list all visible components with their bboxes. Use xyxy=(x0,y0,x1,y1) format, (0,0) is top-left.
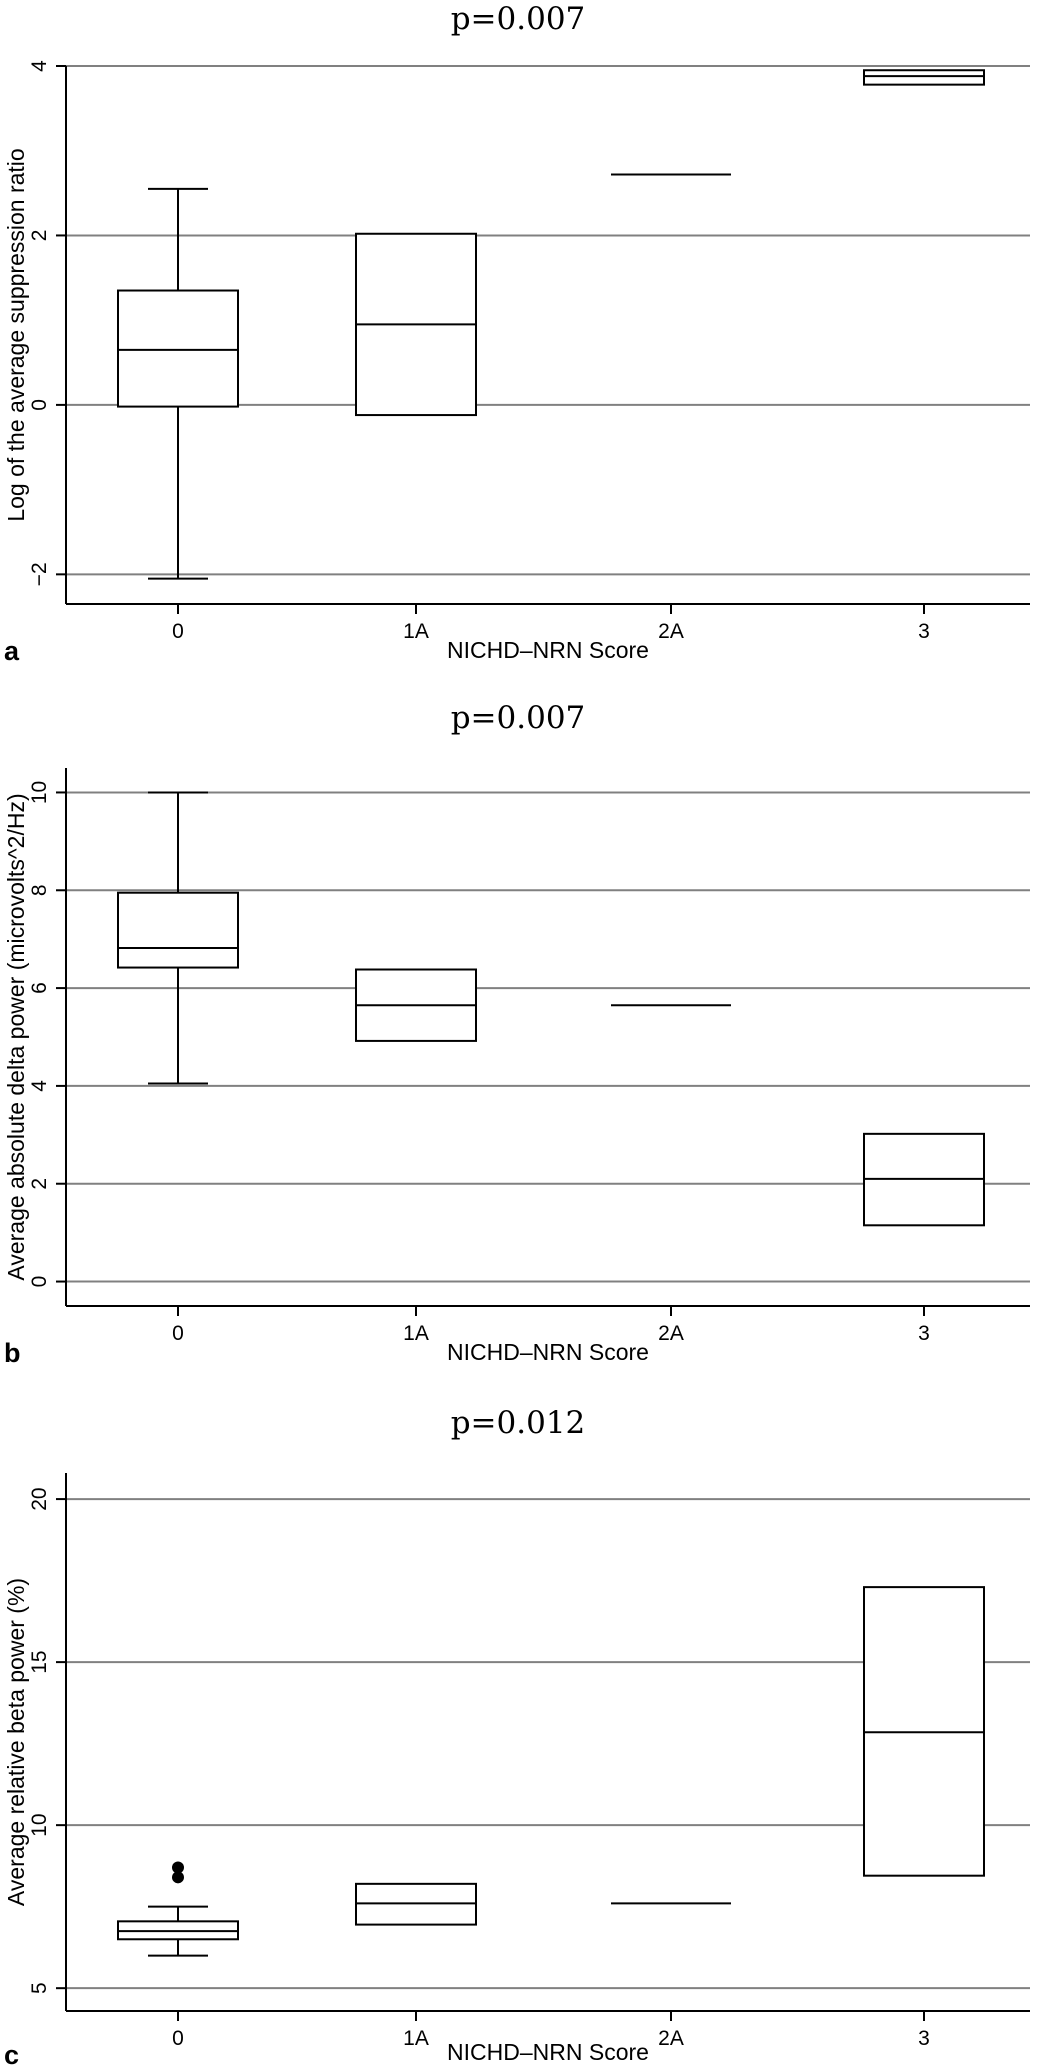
boxes-c xyxy=(117,1586,985,1957)
x-tick-label: 1A xyxy=(403,2027,429,2050)
x-axis-label-c: NICHD–NRN Score xyxy=(447,2039,649,2065)
y-tick-label: 8 xyxy=(28,884,51,896)
y-tick-label: 0 xyxy=(28,399,51,411)
y-axis-label-a: Log of the average suppression ratio xyxy=(3,148,29,521)
chart-title-b: p=0.007 xyxy=(451,700,586,736)
box-1A xyxy=(355,232,477,417)
y-tick-label: 4 xyxy=(28,60,51,72)
x-tick-label: 0 xyxy=(172,1322,184,1345)
box-0 xyxy=(117,187,239,580)
panel-letter-c: c xyxy=(4,2040,19,2070)
box-1A xyxy=(355,968,477,1042)
y-axis-label-b: Average absolute delta power (microvolts… xyxy=(3,793,29,1280)
y-tick-label: −2 xyxy=(28,562,51,586)
x-tick-label: 2A xyxy=(658,1322,684,1345)
y-tick-label: 4 xyxy=(28,1080,51,1092)
iqr-box xyxy=(117,891,239,969)
x-tick-label: 0 xyxy=(172,620,184,643)
panel-a: p=0.007 −2 0 2 4 0 1A 2A 3 Log of the average … xyxy=(3,1,1030,666)
x-tick-label: 1A xyxy=(403,620,429,643)
y-tick-label: 15 xyxy=(28,1650,51,1673)
iqr-box xyxy=(117,289,239,408)
box-1A xyxy=(355,1882,477,1926)
y-tick-label: 2 xyxy=(28,230,51,242)
outlier-point xyxy=(172,1861,184,1874)
y-axis-label-c: Average relative beta power (%) xyxy=(3,1578,29,1906)
x-axis-label-a: NICHD–NRN Score xyxy=(447,637,649,663)
x-tick-label: 3 xyxy=(918,2027,930,2050)
x-tick-label: 3 xyxy=(918,1322,930,1345)
x-ticks-b: 0 1A 2A 3 xyxy=(172,1306,930,1345)
y-tick-label: 10 xyxy=(28,781,51,804)
y-tick-label: 20 xyxy=(28,1487,51,1510)
x-tick-label: 2A xyxy=(658,2027,684,2050)
panel-letter-b: b xyxy=(4,1338,21,1368)
y-tick-label: 6 xyxy=(28,982,51,994)
y-tick-label: 5 xyxy=(28,1982,51,1994)
box-3 xyxy=(863,1132,985,1227)
panel-letter-a: a xyxy=(4,636,20,666)
x-tick-label: 1A xyxy=(403,1322,429,1345)
x-tick-label: 3 xyxy=(918,620,930,643)
box-0 xyxy=(117,791,239,1085)
boxes-b xyxy=(117,791,985,1227)
y-ticks-b: 0 2 4 6 8 10 xyxy=(28,781,66,1288)
box-0 xyxy=(117,1861,239,1957)
outlier-point xyxy=(172,1871,184,1884)
y-tick-label: 10 xyxy=(28,1813,51,1836)
y-ticks-c: 5 10 15 20 xyxy=(28,1487,66,1994)
panel-c: p=0.012 5 10 15 20 0 1A 2A 3 Average relative … xyxy=(3,1405,1030,2070)
panel-b: p=0.007 0 2 4 6 8 10 0 1A 2A 3 Average absolute … xyxy=(3,700,1030,1368)
chart-title-a: p=0.007 xyxy=(451,1,586,37)
y-tick-label: 0 xyxy=(28,1276,51,1288)
boxes-a xyxy=(117,69,985,580)
x-axis-label-b: NICHD–NRN Score xyxy=(447,1339,649,1365)
x-tick-label: 2A xyxy=(658,620,684,643)
x-tick-label: 0 xyxy=(172,2027,184,2050)
iqr-box xyxy=(863,69,985,86)
chart-title-c: p=0.012 xyxy=(451,1405,586,1441)
box-3 xyxy=(863,1586,985,1877)
box-3 xyxy=(863,69,985,86)
x-ticks-c: 0 1A 2A 3 xyxy=(172,2011,930,2050)
x-ticks-a: 0 1A 2A 3 xyxy=(172,604,930,643)
y-ticks-a: −2 0 2 4 xyxy=(28,60,66,586)
y-tick-label: 2 xyxy=(28,1178,51,1190)
